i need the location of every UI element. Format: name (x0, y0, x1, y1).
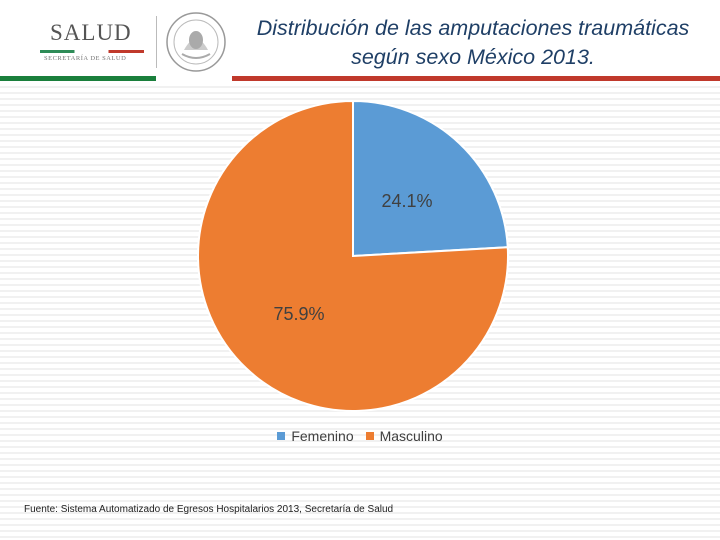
legend-swatch-femenino (277, 432, 286, 440)
pie-slice-masculino (197, 99, 509, 412)
logo-separator (156, 16, 157, 68)
salud-logo-text: SALUD (50, 20, 132, 45)
legend-item-masculino: Masculino (365, 428, 443, 444)
chart-legend: Femenino Masculino (0, 428, 720, 444)
mexico-seal-icon (166, 12, 226, 72)
legend-label-masculino: Masculino (379, 428, 443, 444)
data-label-masculino: 75.9% (273, 304, 324, 324)
salud-logo: SALUD SECRETARÍA DE SALUD (36, 14, 146, 64)
legend-item-femenino: Femenino (277, 428, 354, 444)
slide-header: SALUD SECRETARÍA DE SALUD Distribución d… (0, 0, 720, 82)
page-title: Distribución de las amputaciones traumát… (226, 14, 720, 72)
legend-swatch-masculino (365, 432, 374, 440)
pie-slice-femenino (352, 99, 509, 258)
flag-line-green (0, 76, 156, 81)
logo-flag-bar (40, 50, 144, 53)
header-flag-line (0, 76, 720, 81)
legend-label-femenino: Femenino (291, 428, 354, 444)
flag-line-red (232, 76, 720, 81)
salud-logo-subtext: SECRETARÍA DE SALUD (44, 55, 127, 62)
title-line-2: según sexo México 2013. (351, 45, 595, 69)
source-note: Fuente: Sistema Automatizado de Egresos … (24, 504, 394, 515)
title-line-1: Distribución de las amputaciones traumát… (256, 16, 690, 40)
data-label-femenino: 24.1% (381, 191, 432, 211)
